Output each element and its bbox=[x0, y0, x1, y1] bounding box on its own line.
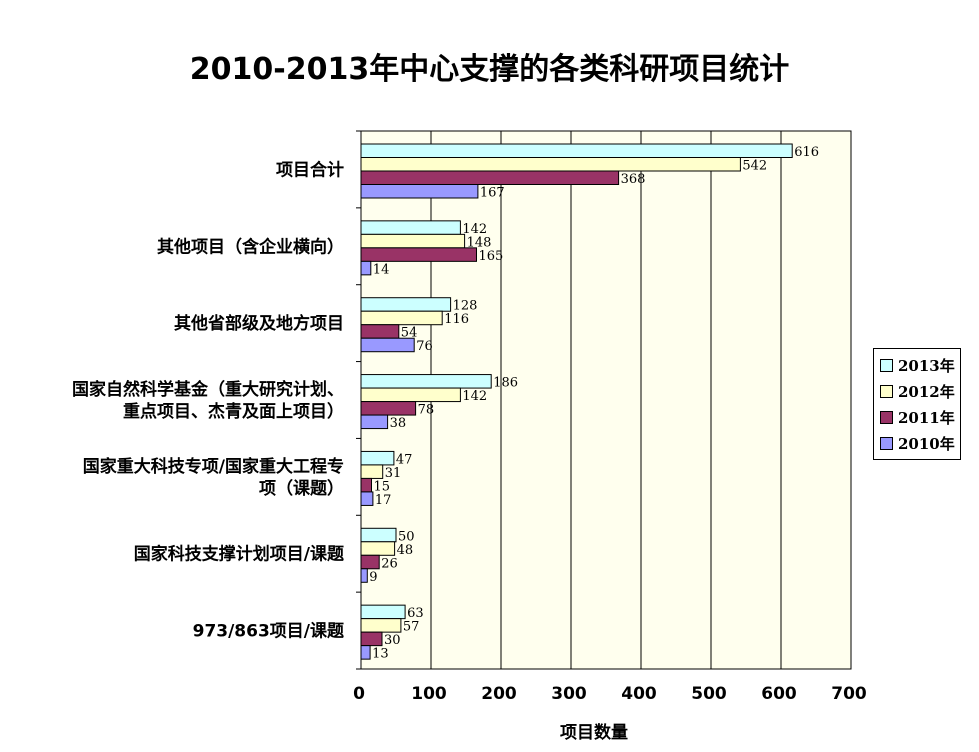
data-label: 38 bbox=[390, 416, 407, 431]
category-label: 973/863项目/课题 bbox=[193, 622, 345, 642]
bar bbox=[360, 604, 406, 620]
data-label: 15 bbox=[374, 479, 391, 494]
bar bbox=[360, 568, 368, 583]
bar bbox=[360, 247, 477, 262]
legend-item: 2011年 bbox=[880, 404, 960, 430]
data-label: 14 bbox=[373, 262, 390, 277]
x-tick-label: 600 bbox=[761, 684, 797, 704]
legend-label: 2013年 bbox=[898, 356, 955, 375]
data-label: 63 bbox=[407, 606, 424, 621]
gridlines bbox=[430, 131, 782, 669]
data-label: 616 bbox=[794, 145, 819, 160]
category-label: 其他省部级及地方项目 bbox=[174, 313, 344, 334]
legend-swatch bbox=[880, 436, 893, 450]
bar bbox=[360, 297, 452, 312]
x-tick-label: 0 bbox=[353, 684, 365, 704]
bar bbox=[360, 220, 461, 235]
data-label: 31 bbox=[385, 466, 402, 481]
bar bbox=[360, 184, 479, 199]
bar bbox=[360, 143, 793, 158]
data-labels: 6165423681671421481651412811654761861427… bbox=[369, 145, 819, 662]
category-label: 国家重大科技专项/国家重大工程专 bbox=[83, 456, 344, 477]
bar bbox=[360, 450, 395, 466]
data-label: 50 bbox=[398, 529, 415, 544]
data-label: 142 bbox=[462, 222, 487, 237]
bar bbox=[360, 491, 374, 506]
chart-title: 2010-2013年中心支撑的各类科研项目统计 bbox=[189, 52, 790, 87]
bar bbox=[360, 414, 389, 430]
legend: 2013年 2012年 2011年 2010年 bbox=[873, 348, 961, 460]
bar bbox=[360, 310, 443, 326]
bar bbox=[360, 464, 384, 479]
data-label: 167 bbox=[480, 186, 505, 201]
legend-label: 2010年 bbox=[898, 434, 955, 453]
legend-item: 2010年 bbox=[880, 430, 960, 456]
data-label: 78 bbox=[418, 403, 435, 418]
data-label: 165 bbox=[479, 249, 504, 264]
y-axis-ticks bbox=[356, 130, 361, 670]
bar bbox=[360, 387, 461, 403]
data-label: 128 bbox=[453, 299, 478, 314]
bar bbox=[360, 554, 380, 570]
x-tick-label: 300 bbox=[551, 684, 587, 704]
legend-label: 2011年 bbox=[898, 408, 955, 427]
data-label: 13 bbox=[372, 647, 389, 662]
data-label: 142 bbox=[462, 389, 487, 404]
category-label: 项目合计 bbox=[276, 159, 344, 180]
legend-swatch bbox=[880, 410, 893, 424]
data-label: 17 bbox=[375, 493, 392, 508]
x-tick-label: 700 bbox=[831, 684, 867, 704]
category-label: 项（课题） bbox=[259, 478, 344, 499]
category-label: 重点项目、杰青及面上项目） bbox=[123, 401, 344, 422]
x-tick-label: 100 bbox=[411, 684, 447, 704]
x-tick-label: 500 bbox=[691, 684, 727, 704]
bar bbox=[360, 541, 396, 556]
data-label: 57 bbox=[403, 620, 420, 635]
data-label: 9 bbox=[369, 570, 377, 585]
bar bbox=[360, 324, 400, 339]
bar bbox=[360, 157, 741, 172]
legend-swatch bbox=[880, 358, 893, 372]
data-label: 76 bbox=[416, 339, 433, 354]
legend-label: 2012年 bbox=[898, 382, 955, 401]
data-label: 186 bbox=[493, 376, 518, 391]
data-label: 116 bbox=[444, 312, 469, 327]
bar bbox=[360, 401, 417, 416]
category-label: 国家科技支撑计划项目/课题 bbox=[134, 544, 345, 565]
data-label: 48 bbox=[397, 543, 414, 558]
data-label: 54 bbox=[401, 326, 418, 341]
category-label: 其他项目（含企业横向） bbox=[157, 236, 344, 257]
data-label: 30 bbox=[384, 633, 401, 648]
x-axis-title: 项目数量 bbox=[560, 723, 628, 743]
bar bbox=[360, 170, 620, 185]
data-label: 148 bbox=[467, 235, 492, 250]
bar bbox=[360, 631, 383, 647]
bar bbox=[360, 233, 466, 249]
legend-item: 2012年 bbox=[880, 378, 960, 404]
bar bbox=[360, 618, 402, 633]
bar bbox=[360, 527, 397, 543]
legend-item: 2013年 bbox=[880, 352, 960, 378]
bar bbox=[360, 337, 415, 353]
x-tick-label: 400 bbox=[621, 684, 657, 704]
category-label: 国家自然科学基金（重大研究计划、 bbox=[72, 379, 344, 400]
bar bbox=[360, 645, 371, 660]
bar bbox=[360, 374, 492, 389]
x-tick-labels: 0 100 200 300 400 500 600 700 bbox=[353, 684, 867, 704]
data-label: 368 bbox=[621, 172, 646, 187]
bar bbox=[360, 260, 372, 276]
data-label: 26 bbox=[381, 556, 398, 571]
data-label: 542 bbox=[742, 159, 767, 174]
data-label: 47 bbox=[396, 452, 413, 467]
legend-swatch bbox=[880, 384, 893, 398]
bar bbox=[360, 477, 372, 493]
x-tick-label: 200 bbox=[481, 684, 517, 704]
bars bbox=[360, 143, 793, 660]
